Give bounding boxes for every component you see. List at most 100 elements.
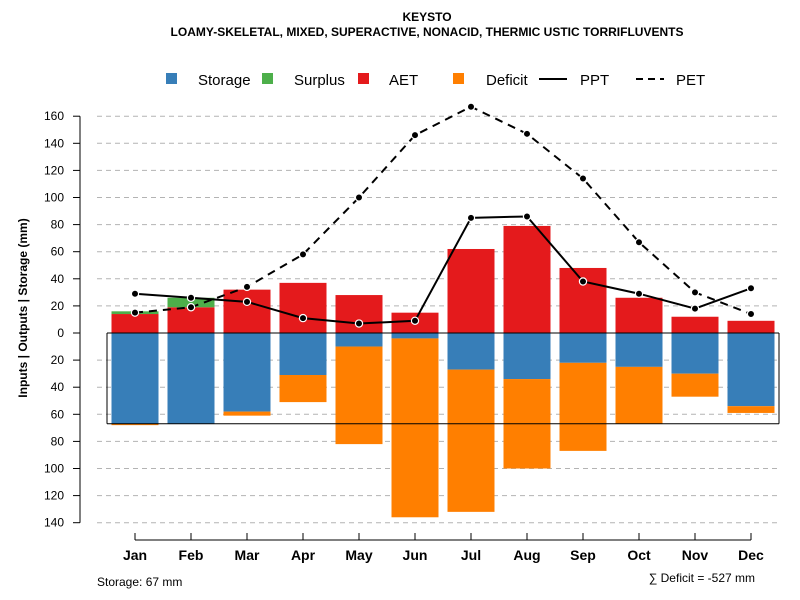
y-tick-label: 120 bbox=[44, 163, 64, 177]
pet-point bbox=[522, 129, 532, 139]
deficit-bar bbox=[279, 375, 327, 403]
ppt-point bbox=[522, 212, 532, 221]
storage-bar bbox=[671, 333, 719, 374]
x-tick-label: Dec bbox=[738, 547, 764, 563]
legend-label-pet: PET bbox=[676, 72, 705, 89]
x-tick-label: Nov bbox=[682, 547, 709, 563]
storage-bar bbox=[279, 333, 327, 376]
storage-bar bbox=[223, 333, 271, 412]
y-axis-label: Inputs | Outputs | Storage (mm) bbox=[16, 218, 30, 397]
legend-swatch-deficit bbox=[453, 73, 464, 84]
y-tick-label: 20 bbox=[51, 353, 65, 367]
pet-point bbox=[354, 193, 364, 202]
storage-bar bbox=[111, 333, 159, 424]
legend-label-surplus: Surplus bbox=[294, 72, 345, 89]
pet-point bbox=[130, 308, 140, 317]
chart-title: KEYSTO bbox=[402, 10, 451, 24]
ppt-point bbox=[130, 289, 140, 298]
deficit-bar bbox=[727, 406, 775, 413]
y-axis: 160 140 120 100 80 60 40 20 0 20 40 60 80 100 120 140 bbox=[44, 109, 81, 530]
storage-bar bbox=[503, 333, 551, 380]
y-tick-label: 40 bbox=[51, 380, 65, 394]
ppt-point bbox=[746, 284, 756, 293]
deficit-bar bbox=[335, 346, 383, 445]
deficit-footer: ∑ Deficit = -527 mm bbox=[649, 571, 755, 585]
legend-label-aet: AET bbox=[389, 72, 418, 89]
x-tick-label: Aug bbox=[513, 547, 540, 563]
x-tick-label: Jul bbox=[461, 547, 481, 563]
deficit-bar bbox=[671, 373, 719, 397]
ppt-point bbox=[578, 277, 588, 286]
storage-bar bbox=[447, 333, 495, 370]
x-tick-label: Jan bbox=[123, 547, 147, 563]
deficit-bar bbox=[391, 338, 439, 518]
legend-swatch-storage bbox=[166, 73, 177, 84]
legend-label-ppt: PPT bbox=[580, 72, 609, 89]
storage-bar bbox=[559, 333, 607, 363]
chart-subtitle: LOAMY-SKELETAL, MIXED, SUPERACTIVE, NONA… bbox=[171, 25, 684, 39]
y-tick-label: 100 bbox=[44, 191, 64, 205]
deficit-bar bbox=[615, 366, 663, 424]
y-tick-label: 60 bbox=[51, 407, 65, 421]
x-tick-label: Oct bbox=[627, 547, 651, 563]
x-tick-label: Mar bbox=[235, 547, 260, 563]
reference-lines bbox=[106, 332, 780, 425]
pet-line bbox=[134, 105, 752, 315]
legend-label-deficit: Deficit bbox=[486, 72, 529, 89]
ppt-point bbox=[298, 313, 308, 323]
pet-point bbox=[634, 238, 644, 247]
pet-point bbox=[578, 174, 588, 183]
ppt-point bbox=[354, 319, 364, 328]
pet-point bbox=[242, 282, 252, 292]
surplus-bar bbox=[167, 297, 215, 308]
pet-point bbox=[466, 102, 476, 111]
storage-bar bbox=[727, 333, 775, 407]
pet-point bbox=[186, 303, 196, 312]
aet-bar bbox=[447, 248, 495, 333]
y-tick-label: 80 bbox=[51, 434, 65, 448]
y-tick-label: 80 bbox=[51, 218, 65, 232]
y-tick-label: 140 bbox=[44, 136, 64, 150]
aet-bar bbox=[111, 314, 159, 333]
y-tick-label: 120 bbox=[44, 489, 64, 503]
ppt-line bbox=[134, 215, 752, 325]
y-tick-label: 100 bbox=[44, 462, 64, 476]
storage-footer: Storage: 67 mm bbox=[97, 575, 182, 589]
x-axis: Jan Feb Mar Apr May Jun Jul Aug Sep Oct Nov Dec bbox=[123, 533, 764, 563]
ppt-point bbox=[242, 297, 252, 307]
deficit-bar bbox=[447, 369, 495, 512]
y-tick-label: 20 bbox=[51, 299, 65, 313]
ppt-point bbox=[466, 213, 476, 223]
legend-swatch-surplus bbox=[262, 73, 273, 84]
aet-bar bbox=[279, 282, 327, 333]
bars bbox=[111, 225, 775, 518]
pet-point bbox=[690, 288, 700, 297]
aet-bar bbox=[503, 225, 551, 333]
x-tick-label: May bbox=[345, 547, 372, 563]
ppt-point bbox=[634, 289, 644, 298]
storage-bar bbox=[391, 333, 439, 339]
deficit-bar bbox=[111, 423, 159, 426]
gridlines bbox=[97, 115, 779, 524]
y-tick-label: 160 bbox=[44, 109, 64, 123]
ppt-point bbox=[690, 304, 700, 313]
x-tick-label: Apr bbox=[291, 547, 316, 563]
pet-point bbox=[746, 309, 756, 319]
ppt-point bbox=[410, 316, 420, 326]
y-tick-label: 60 bbox=[51, 245, 65, 259]
x-tick-label: Sep bbox=[570, 547, 596, 563]
y-tick-label: 0 bbox=[57, 326, 64, 340]
storage-bar bbox=[615, 333, 663, 367]
series-lines bbox=[130, 102, 756, 328]
deficit-bar bbox=[559, 362, 607, 451]
pet-point bbox=[298, 250, 308, 259]
aet-bar bbox=[671, 316, 719, 333]
aet-bar bbox=[167, 307, 215, 333]
aet-bar bbox=[727, 320, 775, 333]
legend: Storage Surplus AET Deficit PPT PET bbox=[166, 72, 705, 89]
legend-swatch-aet bbox=[358, 73, 369, 84]
storage-bar bbox=[335, 333, 383, 347]
legend-label-storage: Storage bbox=[198, 72, 251, 89]
x-tick-label: Feb bbox=[179, 547, 204, 563]
